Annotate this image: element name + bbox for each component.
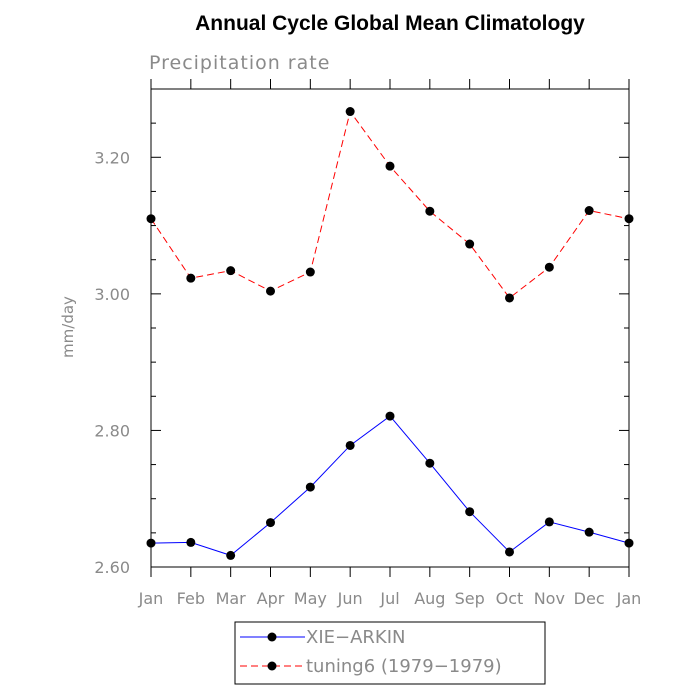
plot-frame	[150, 88, 630, 568]
x-tick-label: Aug	[414, 589, 445, 608]
x-axis-ticks: Jan Feb Mar Apr May Jun Jul Aug Sep Oct Nov Dec Jan	[138, 79, 642, 608]
data-point	[345, 440, 355, 450]
data-point	[226, 550, 236, 560]
data-point	[584, 527, 594, 537]
legend-marker	[267, 661, 277, 671]
data-point	[505, 293, 514, 303]
x-tick-label: Mar	[216, 589, 247, 608]
data-point	[584, 206, 594, 216]
data-point	[624, 538, 634, 548]
legend-item: XIE−ARKIN	[240, 627, 406, 648]
chart-subtitle: Precipitation rate	[149, 52, 330, 74]
legend-item: tuning6 (1979−1979)	[240, 656, 502, 677]
data-point	[146, 538, 156, 548]
series-line	[150, 110, 630, 299]
data-point	[345, 107, 355, 117]
data-point	[305, 482, 315, 492]
x-tick-label: Jan	[138, 589, 164, 608]
data-point	[465, 239, 475, 249]
y-tick-label: 3.20	[94, 148, 130, 167]
chart-title: Annual Cycle Global Mean Climatology	[195, 12, 585, 35]
x-tick-label: Jun	[337, 589, 363, 608]
data-point	[266, 286, 275, 296]
data-point	[385, 161, 395, 171]
y-tick-label: 2.80	[94, 421, 130, 440]
x-tick-label: Oct	[496, 589, 524, 608]
x-tick-label: Feb	[177, 589, 205, 608]
series-1	[146, 411, 634, 560]
data-point	[186, 537, 196, 547]
data-point	[544, 517, 554, 527]
legend-label: tuning6 (1979−1979)	[306, 656, 502, 677]
data-point	[226, 266, 236, 276]
data-point	[146, 214, 156, 224]
data-point	[385, 411, 395, 421]
x-tick-label: Nov	[534, 589, 565, 608]
data-point	[186, 273, 196, 283]
legend-marker	[267, 632, 277, 642]
data-point	[544, 262, 554, 272]
legend-label: XIE−ARKIN	[306, 627, 406, 648]
series-line	[150, 415, 630, 556]
y-axis-ticks: 2.60 2.80 3.00 3.20	[94, 88, 629, 577]
y-tick-label: 2.60	[94, 558, 130, 577]
series-layer	[146, 107, 634, 560]
data-point	[425, 206, 435, 216]
data-point	[305, 267, 315, 277]
y-tick-label: 3.00	[94, 285, 130, 304]
series-2	[146, 107, 634, 303]
x-tick-label: Dec	[574, 589, 605, 608]
data-point	[624, 214, 634, 224]
x-tick-label: Jul	[379, 589, 399, 608]
x-tick-label: Sep	[455, 589, 485, 608]
data-point	[505, 547, 514, 557]
x-tick-label: Jan	[616, 589, 642, 608]
y-axis-label: mm/day	[59, 296, 77, 358]
data-point	[266, 518, 275, 528]
data-point	[465, 507, 475, 517]
legend-box	[234, 621, 546, 685]
data-point	[425, 458, 435, 468]
x-tick-label: May	[294, 589, 327, 608]
legend: XIE−ARKIN tuning6 (1979−1979)	[234, 621, 546, 685]
x-tick-label: Apr	[257, 589, 285, 608]
